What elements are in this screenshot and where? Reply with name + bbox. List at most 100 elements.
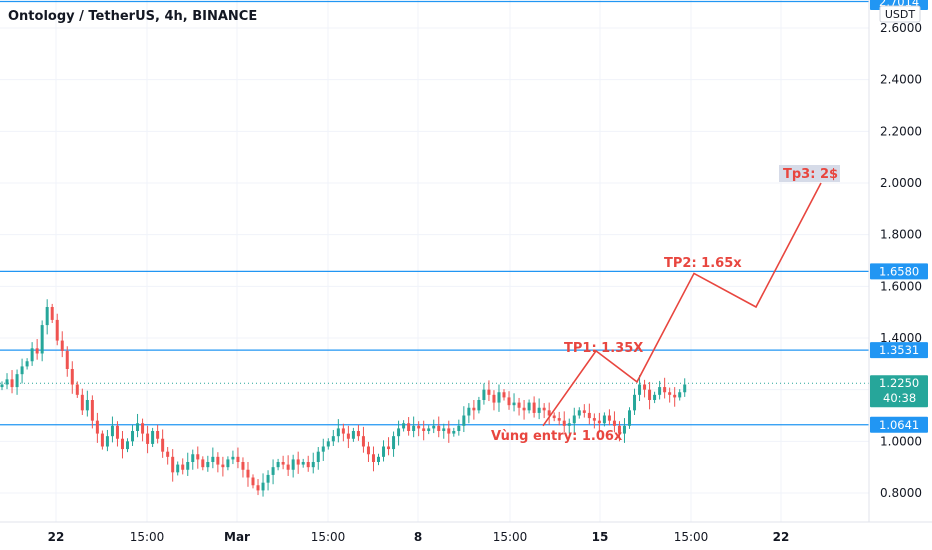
candle-body xyxy=(427,428,431,431)
x-tick-label: 15:00 xyxy=(130,530,165,544)
candle-body xyxy=(341,428,345,434)
candle-body xyxy=(602,415,606,424)
candle-body xyxy=(131,431,135,442)
candle-body xyxy=(120,438,124,450)
annotation-tp1: TP1: 1.35X xyxy=(564,341,643,356)
candle-body xyxy=(331,436,335,442)
last-price-label: 1.2250 xyxy=(879,376,919,390)
level-price-label: 1.6580 xyxy=(879,264,919,278)
y-tick-label: 2.0000 xyxy=(880,176,922,190)
candle-body xyxy=(311,462,315,468)
candle-body xyxy=(392,436,396,450)
candle-body xyxy=(256,485,260,491)
candle-body xyxy=(291,459,295,470)
candle-body xyxy=(643,384,647,390)
grid-lines xyxy=(0,0,869,522)
x-tick-label: 15:00 xyxy=(493,530,528,544)
candle-body xyxy=(301,462,305,465)
candle-body xyxy=(231,456,235,460)
candle-body xyxy=(206,462,210,468)
candle-body xyxy=(346,433,350,439)
candle-body xyxy=(25,361,29,367)
candle-body xyxy=(437,425,441,431)
level-price-label: 2.7014 xyxy=(879,0,919,9)
candle-body xyxy=(407,423,411,431)
candle-body xyxy=(316,451,320,462)
candle-body xyxy=(10,379,14,388)
annotation-tp2: TP2: 1.65x xyxy=(664,256,742,271)
x-tick-label: Mar xyxy=(224,530,250,544)
candle-body xyxy=(136,423,140,431)
candle-body xyxy=(382,446,386,457)
candle-body xyxy=(497,392,501,403)
candle-body xyxy=(417,425,421,429)
candle-body xyxy=(552,415,556,419)
x-tick-label: 15 xyxy=(592,530,609,544)
candle-body xyxy=(20,366,24,375)
y-tick-label: 1.0000 xyxy=(880,434,922,448)
candle-body xyxy=(628,410,631,426)
annotation-tp3: Tp3: 2$ xyxy=(783,167,838,182)
level-price-tag xyxy=(870,342,928,359)
candle-body xyxy=(397,428,401,437)
candle-body xyxy=(176,464,180,473)
candle-body xyxy=(211,456,215,462)
candle-body xyxy=(366,446,370,455)
x-axis[interactable]: 22 15:00 Mar 15:00 8 15:00 15 15:00 22 xyxy=(48,530,790,544)
candle-body xyxy=(537,407,541,413)
level-price-label: 1.0641 xyxy=(879,418,919,432)
x-tick-label: 15:00 xyxy=(674,530,709,544)
candle-body xyxy=(50,307,54,320)
candle-body xyxy=(271,467,275,475)
currency-label: USDT xyxy=(885,8,916,21)
candle-body xyxy=(577,410,581,416)
candle-body xyxy=(567,423,571,426)
annotation-tp3-bg xyxy=(779,165,840,182)
y-tick-label: 2.6000 xyxy=(880,21,922,35)
candle-body xyxy=(181,464,185,470)
candle-body xyxy=(60,340,64,351)
candle-body xyxy=(35,348,39,354)
candle-body xyxy=(186,462,190,470)
candle-body xyxy=(532,402,536,413)
candle-body xyxy=(502,392,506,398)
candle-body xyxy=(151,431,155,444)
candle-body xyxy=(171,456,175,473)
candle-body xyxy=(377,456,380,462)
candle-body xyxy=(371,454,375,462)
y-tick-label: 2.4000 xyxy=(880,73,922,87)
candle-body xyxy=(100,433,104,447)
candle-body xyxy=(582,410,586,413)
horizontal-levels xyxy=(0,0,869,426)
candle-body xyxy=(246,469,250,478)
candle-body xyxy=(80,394,84,411)
candle-body xyxy=(527,402,531,411)
candle-body xyxy=(146,433,150,444)
candle-body xyxy=(412,425,416,431)
y-tick-label: 1.8000 xyxy=(880,228,922,242)
annotations: TP1: 1.35X TP2: 1.65x Tp3: 2$ Vùng entry: 1… xyxy=(491,165,840,444)
candle-body xyxy=(5,379,9,385)
candle-body xyxy=(663,387,667,393)
candle-body xyxy=(85,400,89,411)
level-price-label: 1.3531 xyxy=(879,343,919,357)
currency-badge[interactable]: USDT xyxy=(879,5,921,23)
candle-body xyxy=(387,446,391,450)
candle-body xyxy=(361,436,365,447)
candle-body xyxy=(507,397,511,406)
x-tick-label: 22 xyxy=(773,530,790,544)
candle-body xyxy=(95,420,99,434)
candle-body xyxy=(447,428,451,434)
candle-body xyxy=(562,420,566,426)
y-tick-label: 1.6000 xyxy=(880,279,922,293)
candle-body xyxy=(191,454,195,462)
candle-body xyxy=(306,462,310,468)
candle-body xyxy=(492,394,496,403)
candle-body xyxy=(70,369,74,385)
candle-body xyxy=(607,415,611,421)
candle-body xyxy=(592,418,596,421)
y-tick-label: 1.4000 xyxy=(880,331,922,345)
candle-body xyxy=(597,420,601,424)
candle-body xyxy=(356,431,360,437)
